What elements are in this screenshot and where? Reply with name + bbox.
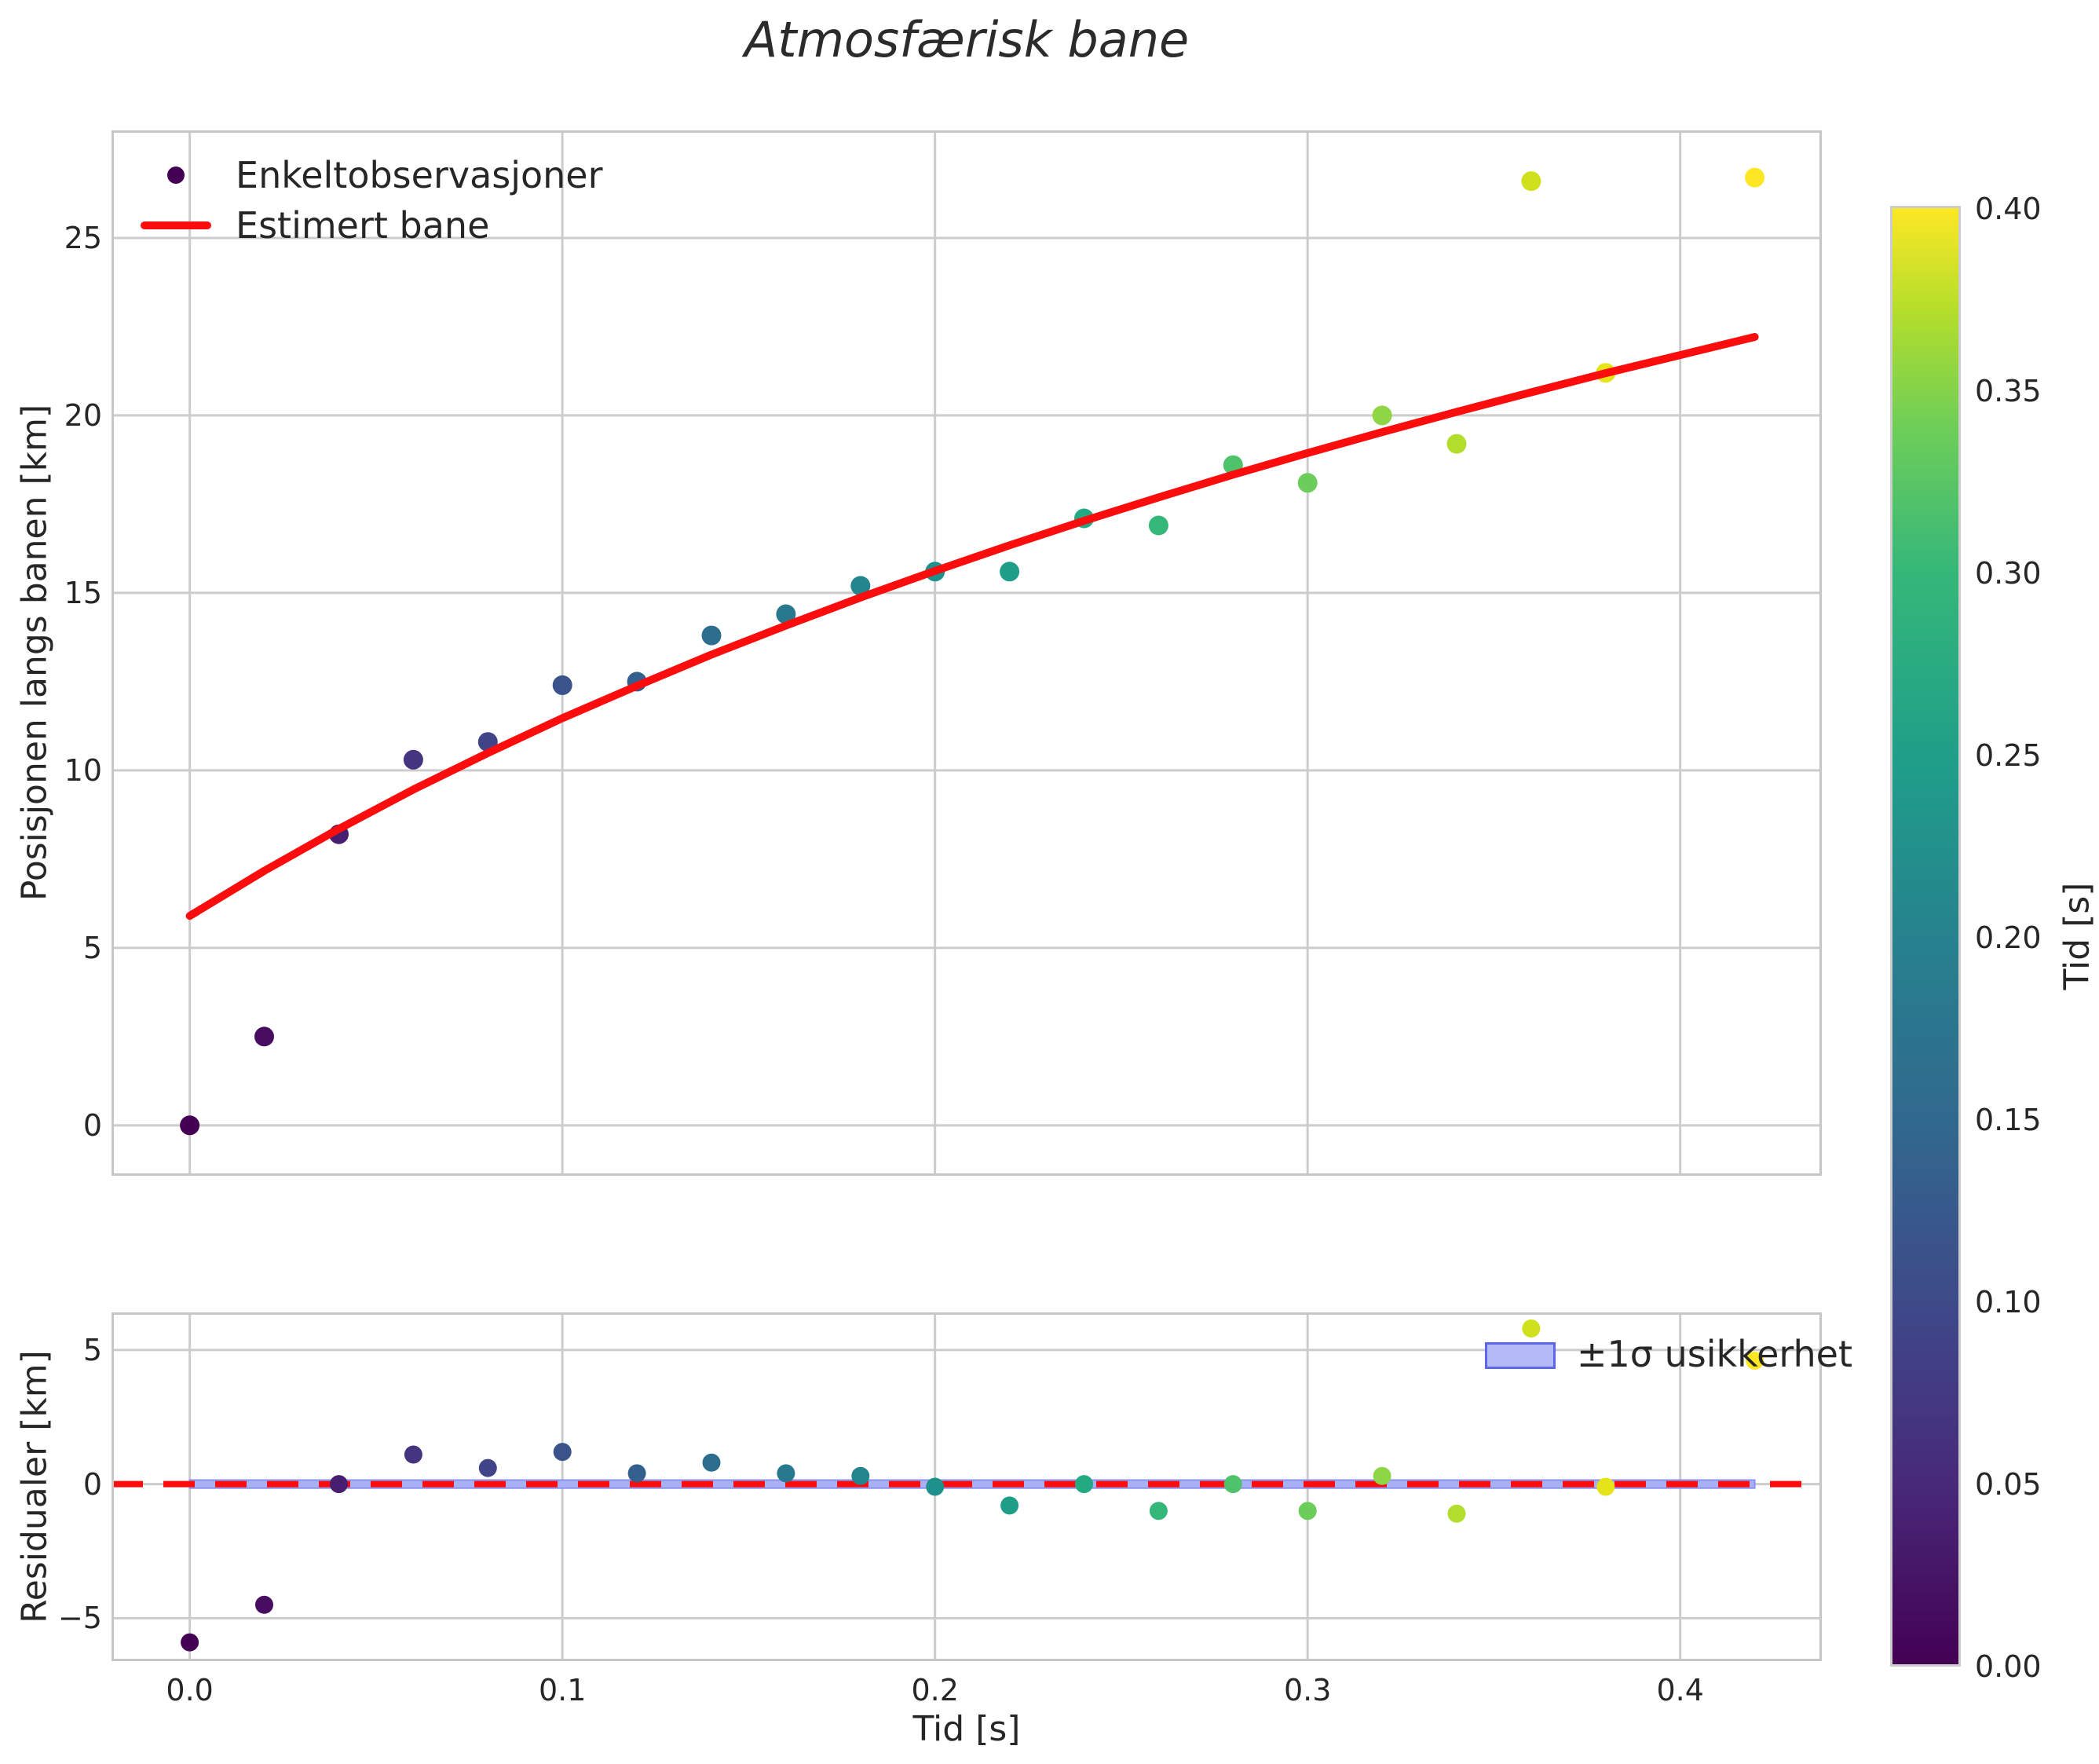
colorbar-tick-label: 0.25: [1975, 738, 2042, 773]
x-tick-label: 0.2: [911, 1673, 959, 1707]
scatter-point: [1297, 473, 1318, 493]
legend-label-estimated-curve: Estimert bane: [236, 204, 490, 247]
line-marker-icon: [140, 221, 212, 229]
scatter-point: [1596, 1477, 1615, 1496]
main-y-axis-label: Posisjonen langs banen [km]: [14, 404, 55, 902]
residual-y-tick-label: 0: [82, 1466, 102, 1502]
scatter-point: [1446, 434, 1467, 454]
scatter-point: [777, 1464, 795, 1483]
colorbar-tick-label: 0.40: [1975, 192, 2042, 226]
scatter-point: [776, 604, 796, 624]
scatter-point: [1000, 1496, 1019, 1515]
scatter-point: [1373, 1466, 1391, 1485]
colorbar-tick-label: 0.20: [1975, 920, 2042, 955]
uncertainty-band-patch-icon: [1485, 1342, 1556, 1369]
scatter-point: [1223, 1475, 1242, 1494]
estimated-trajectory-line: [185, 333, 1759, 920]
scatter-point: [627, 1464, 646, 1483]
x-tick-label: 0.4: [1656, 1673, 1704, 1707]
scatter-point: [553, 1443, 572, 1462]
scatter-point: [1148, 515, 1168, 536]
scatter-point: [403, 749, 423, 770]
colorbar-tick-label: 0.15: [1975, 1103, 2042, 1137]
scatter-point: [1372, 405, 1392, 426]
scatter-point: [254, 1027, 274, 1047]
scatter-point: [1298, 1502, 1317, 1521]
x-tick-label: 0.0: [166, 1673, 214, 1707]
main-y-tick-label: 15: [64, 575, 102, 610]
colorbar-tick-label: 0.30: [1975, 556, 2042, 591]
residual-y-tick-label: −5: [57, 1601, 102, 1636]
scatter-point: [1746, 1352, 1764, 1370]
dot-icon: [167, 167, 185, 184]
scatter-marker-icon: [140, 167, 212, 184]
scatter-point: [552, 675, 572, 695]
residual-y-tick-label: 5: [82, 1332, 102, 1367]
scatter-point: [850, 576, 871, 596]
scatter-point: [1000, 562, 1020, 582]
x-tick-label: 0.1: [538, 1673, 587, 1707]
scatter-point: [181, 1633, 199, 1652]
scatter-point: [1447, 1504, 1466, 1523]
scatter-point: [404, 1445, 422, 1464]
scatter-point: [926, 1477, 945, 1496]
main-legend: Enkeltobservasjoner Estimert bane: [140, 152, 603, 248]
scatter-point: [255, 1595, 273, 1614]
colorbar-gradient: [1890, 206, 1961, 1667]
axes-spines: [112, 1312, 1822, 1661]
main-y-tick-label: 5: [82, 930, 102, 965]
uncertainty-band-label: ±1σ usikkerhet: [1577, 1333, 1853, 1375]
scatter-point: [478, 1458, 497, 1477]
scatter-point: [1149, 1502, 1168, 1521]
legend-entry-observations: Enkeltobservasjoner: [140, 152, 603, 198]
scatter-point: [330, 1475, 348, 1494]
main-y-tick-label: 0: [82, 1107, 102, 1143]
legend-entry-estimated-curve: Estimert bane: [140, 203, 603, 248]
scatter-point: [1522, 1319, 1541, 1338]
colorbar-tick-label: 0.00: [1975, 1649, 2042, 1684]
axes-spines: [112, 130, 1822, 1176]
colorbar-tick-label: 0.05: [1975, 1467, 2042, 1502]
main-y-tick-label: 25: [64, 220, 102, 255]
scatter-point: [1745, 167, 1765, 188]
x-axis-label: Tid [s]: [912, 1709, 1021, 1749]
line-icon: [141, 221, 211, 229]
main-plot-canvas: [112, 130, 1822, 1176]
scatter-point: [701, 625, 722, 646]
residual-plot-canvas: [112, 1312, 1822, 1661]
scatter-point: [702, 1453, 721, 1472]
colorbar-tick-label: 0.10: [1975, 1285, 2042, 1319]
page-title: Atmosfærisk bane: [744, 11, 1190, 68]
main-y-tick-label: 20: [64, 397, 102, 433]
scatter-point: [1075, 1475, 1093, 1494]
scatter-point: [851, 1466, 870, 1485]
scatter-point: [180, 1115, 200, 1136]
colorbar-tick-label: 0.35: [1975, 374, 2042, 408]
main-y-tick-label: 10: [64, 752, 102, 788]
legend-label-observations: Enkeltobservasjoner: [236, 154, 603, 196]
scatter-point: [1521, 171, 1541, 192]
x-tick-label: 0.3: [1283, 1673, 1332, 1707]
